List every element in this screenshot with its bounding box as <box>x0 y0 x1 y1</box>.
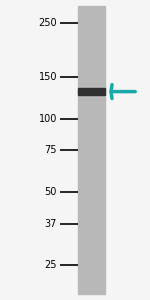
Text: 75: 75 <box>45 145 57 154</box>
Text: 150: 150 <box>39 71 57 82</box>
Text: 250: 250 <box>38 18 57 28</box>
Text: 50: 50 <box>45 187 57 197</box>
Text: 25: 25 <box>45 260 57 270</box>
Text: 37: 37 <box>45 219 57 229</box>
Bar <box>78 6 105 294</box>
Bar <box>78 88 105 95</box>
Text: 100: 100 <box>39 114 57 124</box>
